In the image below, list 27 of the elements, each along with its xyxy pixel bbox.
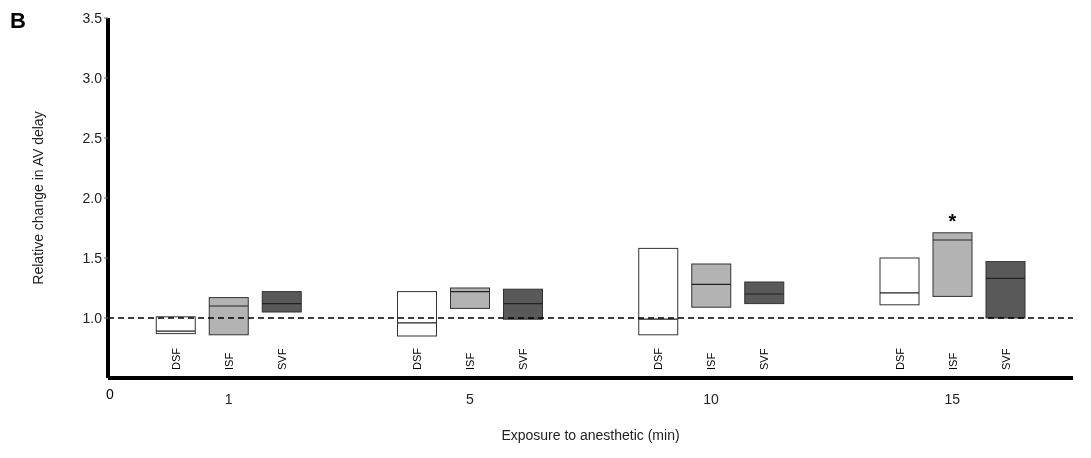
text: ISF	[705, 352, 718, 370]
y-tick-label: 1.0	[82, 309, 103, 326]
y-tick-label: 2.0	[82, 189, 103, 206]
x-tick-label: 15	[944, 390, 961, 407]
text: DSF	[169, 348, 182, 370]
text: SVF	[999, 348, 1012, 370]
y-axis-title: Relative change in AV delay	[29, 111, 46, 285]
y-tick-label: 3.5	[82, 9, 103, 26]
text: DSF	[652, 348, 665, 370]
x-tick-label: 5	[465, 390, 474, 407]
annotation: *	[948, 209, 957, 232]
text: DSF	[411, 347, 423, 370]
x-tick-label: 1	[224, 390, 233, 407]
x-axis-title: Exposure to anesthetic (min)	[501, 427, 680, 443]
y-tick-label: 3.0	[82, 69, 103, 86]
text: 0	[106, 386, 114, 402]
chart-title: B	[10, 8, 26, 34]
text: DSF	[893, 348, 906, 370]
y-tick-label: 2.5	[82, 129, 103, 146]
x-tick-label: 10	[703, 390, 720, 407]
text: ISF	[464, 352, 476, 370]
text: ISF	[222, 352, 235, 370]
text: SVF	[758, 348, 771, 370]
y-tick-label: 1.5	[82, 249, 103, 266]
text: SVF	[517, 348, 529, 370]
text: SVF	[275, 348, 288, 370]
text: ISF	[946, 352, 959, 370]
